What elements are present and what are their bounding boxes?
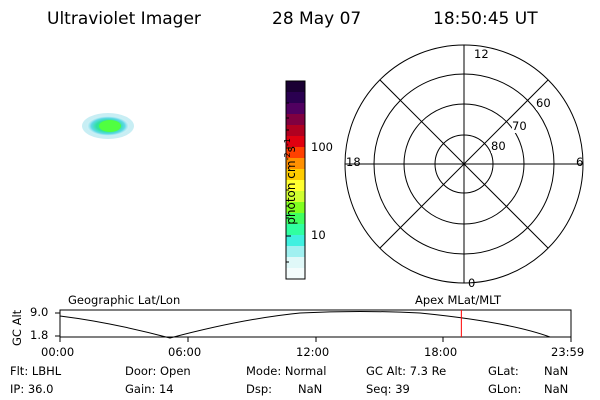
y-tick-label-top: 9.0 [30,305,49,319]
apex-label: Apex MLat/MLT [415,293,502,307]
mlt-label-18: 18 [346,155,361,169]
colorbar-cell [286,268,305,280]
colorbar-cell [286,92,305,104]
colorbar-cell [286,191,305,203]
colorbar-tick-label-10: 10 [311,228,326,242]
colorbar-cell [286,158,305,170]
seq-info: Seq: 39 [366,382,410,396]
x-tick-label-2359: 23:59 [551,345,585,359]
colorbar-cell [286,125,305,137]
mlt-label-6: 6 [576,155,584,169]
door-info: Door: Open [125,364,191,378]
colorbar-cell [286,81,305,93]
observation-date: 28 May 07 [272,9,362,29]
colorbar-cell [286,202,305,214]
ip-info: IP: 36.0 [10,382,54,396]
y-tick-label-bottom: 1.8 [30,328,49,342]
glat-label: GLat: [488,364,519,378]
glon-value: NaN [544,382,569,396]
gain-info: Gain: 14 [125,382,174,396]
colorbar-cell [286,180,305,192]
geographic-label: Geographic Lat/Lon [68,293,181,307]
colorbar-tick-label-100: 100 [311,140,333,154]
gc-alt-info: GC Alt: 7.3 Re [366,364,447,378]
colorbar-cell [286,147,305,159]
colorbar-cell [286,136,305,148]
mlt-label-12: 12 [474,47,489,61]
colorbar-cell [286,257,305,269]
glon-label: GLon: [488,382,522,396]
observation-time: 18:50:45 UT [433,9,538,29]
x-tick-label-1200: 12:00 [296,345,330,359]
aurora-core [99,120,121,132]
timeline-frame [59,309,572,338]
lat-label-80: 80 [491,139,506,153]
instrument-title: Ultraviolet Imager [47,9,201,29]
polar-diagonal-2 [379,79,549,249]
colorbar-frame [285,80,306,280]
mode-info: Mode: Normal [246,364,327,378]
colorbar-cell [286,224,305,236]
x-tick-label-0000: 00:00 [41,345,75,359]
dsp-label: Dsp: [246,382,273,396]
colorbar-cell [286,103,305,115]
dsp-value: NaN [298,382,323,396]
filter-info: Flt: LBHL [10,364,62,378]
colorbar-cell [286,235,305,247]
mlt-label-0: 0 [468,276,476,290]
colorbar-cell [286,213,305,225]
x-tick-label-0600: 06:00 [168,345,202,359]
colorbar-cell [286,169,305,181]
lat-label-70: 70 [512,119,527,133]
glat-value: NaN [544,364,569,378]
altitude-curve [59,311,571,339]
colorbar-cell [286,246,305,258]
colorbar-cell [286,114,305,126]
lat-label-60: 60 [536,96,551,110]
x-tick-label-1800: 18:00 [424,345,458,359]
